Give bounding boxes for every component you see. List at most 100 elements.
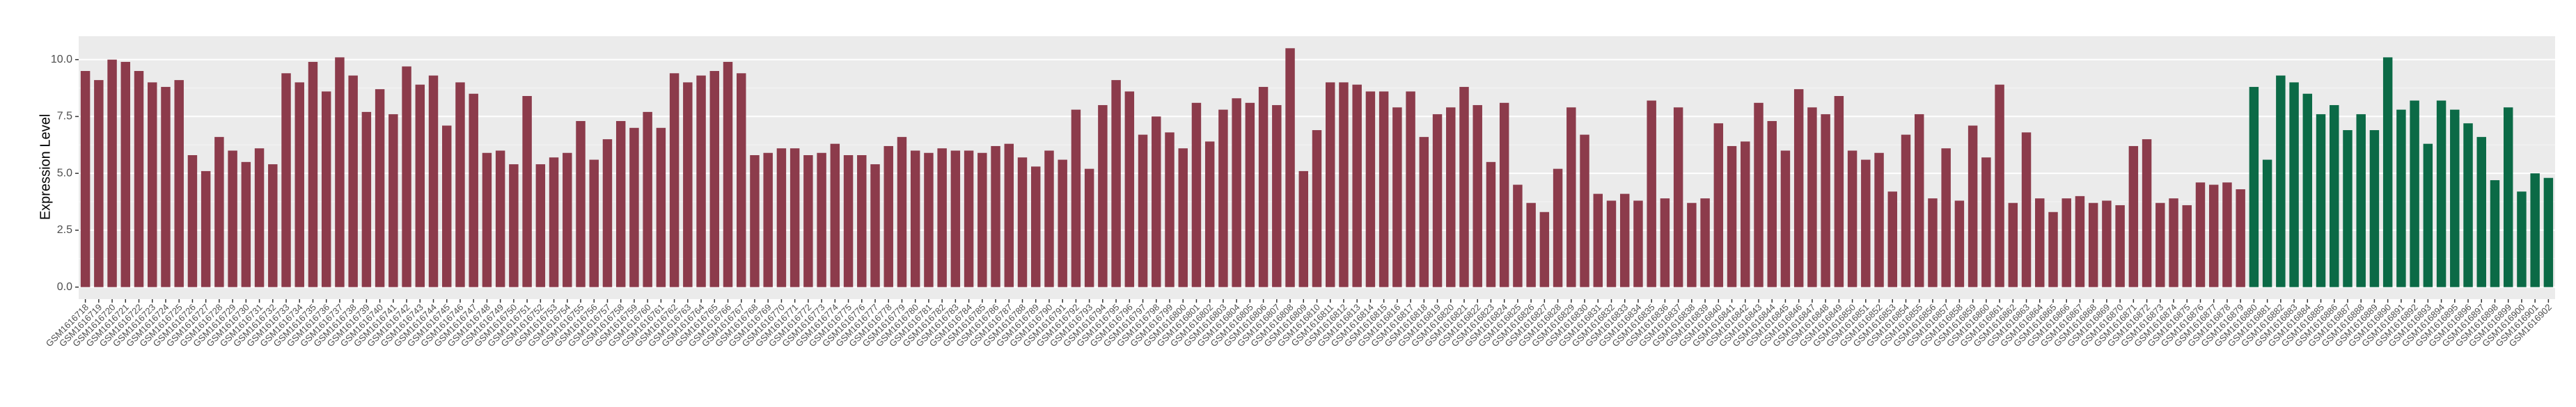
- bar: [1660, 198, 1670, 287]
- bar: [602, 139, 613, 287]
- bar: [148, 82, 157, 287]
- bar: [817, 152, 826, 287]
- bar: [1285, 48, 1295, 287]
- bar: [201, 170, 211, 287]
- bar: [1553, 168, 1563, 287]
- y-axis-title: Expression Level: [38, 114, 53, 220]
- bar: [1312, 130, 1322, 287]
- bar: [1325, 82, 1335, 287]
- bar: [1004, 143, 1014, 287]
- bar: [2517, 191, 2527, 287]
- bar: [1191, 102, 1202, 287]
- bar: [107, 59, 117, 287]
- bar: [1499, 102, 1509, 287]
- bar: [268, 164, 278, 287]
- bar: [120, 61, 131, 287]
- bar: [843, 155, 854, 287]
- bar: [1111, 80, 1121, 287]
- bar: [1084, 168, 1094, 287]
- bar: [696, 75, 706, 287]
- bar: [1941, 148, 1951, 287]
- bar: [161, 86, 171, 287]
- bar: [2128, 145, 2139, 287]
- bar: [629, 127, 639, 287]
- bar: [495, 150, 505, 287]
- bar: [1741, 141, 1750, 287]
- bar: [643, 111, 652, 287]
- bar: [1780, 150, 1791, 287]
- bar: [1995, 84, 2004, 287]
- bar: [2008, 202, 2018, 287]
- bar: [1218, 109, 1228, 287]
- bar: [415, 84, 425, 287]
- bar: [2302, 93, 2313, 287]
- bar: [375, 89, 385, 287]
- bar: [2463, 123, 2473, 287]
- bar: [1298, 170, 1309, 287]
- bar: [1165, 132, 1175, 287]
- y-tick-label: 2.5: [57, 224, 72, 236]
- bar: [1446, 107, 1456, 287]
- bar: [1566, 107, 1576, 287]
- bar: [1606, 200, 1617, 287]
- bar: [1245, 102, 1255, 287]
- bar: [1513, 184, 1523, 287]
- bar: [482, 152, 492, 287]
- y-tick-label: 0.0: [57, 281, 72, 293]
- bar: [924, 152, 934, 287]
- bar: [790, 148, 800, 287]
- bar: [535, 164, 546, 287]
- bar: [174, 80, 184, 287]
- bar: [937, 148, 947, 287]
- bar: [1619, 193, 1630, 287]
- bar: [1138, 134, 1148, 287]
- bar: [281, 73, 291, 287]
- bar: [2249, 86, 2259, 287]
- bar: [442, 125, 452, 287]
- bar: [763, 152, 773, 287]
- bar: [2410, 100, 2419, 287]
- bar: [1258, 86, 1269, 287]
- bar: [1071, 109, 1081, 287]
- bar: [2343, 130, 2353, 287]
- bar: [1727, 145, 1737, 287]
- bar: [402, 66, 411, 287]
- bar: [549, 157, 559, 287]
- bar: [1754, 102, 1764, 287]
- bar: [1352, 84, 1362, 287]
- bar: [2222, 182, 2232, 287]
- bar: [563, 152, 572, 287]
- y-tick-label: 7.5: [57, 111, 72, 122]
- bar: [1633, 200, 1643, 287]
- bar: [750, 155, 760, 287]
- bar: [2423, 143, 2433, 287]
- y-tick-label: 10.0: [51, 54, 72, 65]
- bar: [1178, 148, 1188, 287]
- bar: [830, 143, 840, 287]
- bar: [2396, 109, 2406, 287]
- bar: [361, 111, 372, 287]
- bar: [1874, 152, 1884, 287]
- bar: [1486, 161, 1496, 287]
- bar: [2115, 205, 2125, 287]
- bar: [2289, 82, 2299, 287]
- bar: [897, 136, 907, 287]
- bar: [2503, 107, 2513, 287]
- bar: [709, 71, 720, 287]
- bar: [615, 120, 626, 287]
- bar: [522, 95, 532, 287]
- bar: [2195, 182, 2206, 287]
- bar: [737, 73, 746, 287]
- bar: [2208, 184, 2219, 287]
- bar: [857, 155, 867, 287]
- bar: [254, 148, 265, 287]
- bar: [2102, 200, 2112, 287]
- bar: [1379, 91, 1389, 287]
- bar: [2490, 179, 2500, 287]
- bar: [1098, 105, 1108, 287]
- bar: [656, 127, 666, 287]
- bar: [870, 164, 880, 287]
- bar: [1793, 89, 1804, 287]
